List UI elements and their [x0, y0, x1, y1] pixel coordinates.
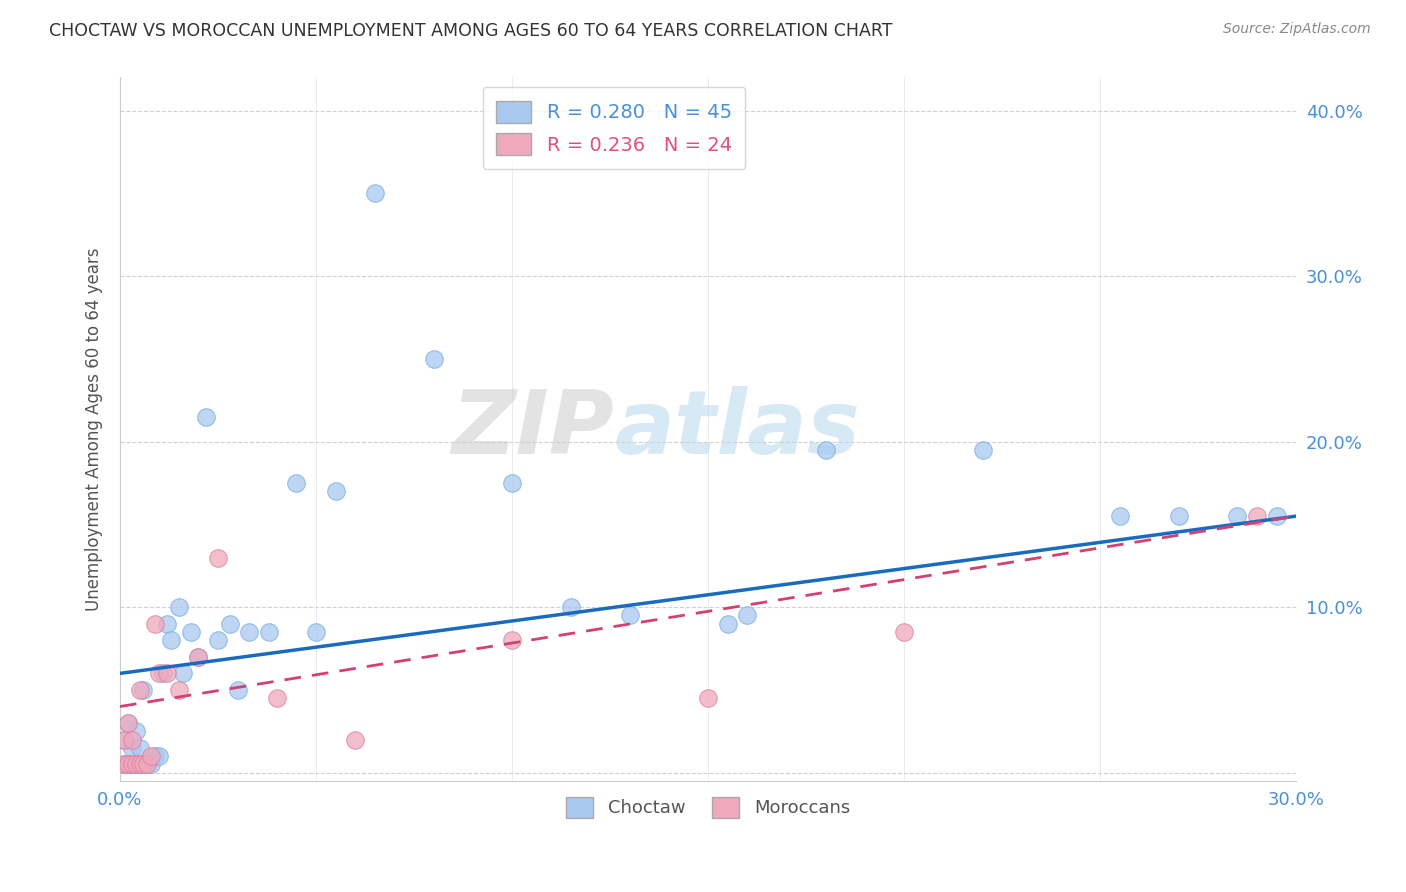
Point: [128, 757, 150, 772]
Point: [128, 682, 150, 697]
Point: [121, 732, 143, 747]
Point: [124, 724, 146, 739]
Point: [124, 757, 146, 772]
Point: [172, 666, 194, 681]
Point: [160, 633, 183, 648]
Y-axis label: Unemployment Among Ages 60 to 64 years: Unemployment Among Ages 60 to 64 years: [86, 247, 103, 611]
Point: [187, 649, 209, 664]
Point: [344, 732, 367, 747]
Point: [893, 625, 915, 640]
Point: [814, 442, 837, 457]
Point: [697, 691, 720, 706]
Point: [128, 740, 150, 755]
Legend: Choctaw, Moroccans: Choctaw, Moroccans: [560, 789, 858, 825]
Text: Source: ZipAtlas.com: Source: ZipAtlas.com: [1223, 22, 1371, 37]
Point: [1246, 509, 1268, 524]
Point: [128, 757, 150, 772]
Point: [121, 757, 143, 772]
Point: [156, 666, 179, 681]
Point: [112, 757, 135, 772]
Point: [717, 616, 740, 631]
Point: [207, 550, 229, 565]
Point: [167, 600, 190, 615]
Point: [167, 682, 190, 697]
Point: [1265, 509, 1288, 524]
Point: [121, 740, 143, 755]
Point: [1167, 509, 1189, 524]
Point: [117, 757, 139, 772]
Point: [1108, 509, 1130, 524]
Point: [112, 757, 135, 772]
Point: [156, 616, 179, 631]
Point: [619, 608, 641, 623]
Point: [132, 757, 155, 772]
Point: [112, 732, 135, 747]
Point: [132, 682, 155, 697]
Point: [141, 749, 163, 764]
Point: [422, 351, 444, 366]
Point: [226, 682, 249, 697]
Point: [501, 633, 523, 648]
Point: [143, 616, 166, 631]
Point: [187, 649, 209, 664]
Point: [117, 757, 139, 772]
Point: [305, 625, 328, 640]
Point: [285, 476, 308, 491]
Point: [143, 749, 166, 764]
Text: atlas: atlas: [614, 385, 860, 473]
Point: [218, 616, 240, 631]
Point: [180, 625, 202, 640]
Point: [124, 757, 146, 772]
Point: [136, 757, 159, 772]
Point: [560, 600, 582, 615]
Text: ZIP: ZIP: [451, 385, 614, 473]
Point: [325, 484, 347, 499]
Point: [195, 409, 218, 424]
Point: [141, 757, 163, 772]
Point: [238, 625, 260, 640]
Point: [737, 608, 759, 623]
Point: [152, 666, 174, 681]
Point: [132, 757, 155, 772]
Point: [257, 625, 280, 640]
Point: [117, 716, 139, 731]
Point: [112, 732, 135, 747]
Text: CHOCTAW VS MOROCCAN UNEMPLOYMENT AMONG AGES 60 TO 64 YEARS CORRELATION CHART: CHOCTAW VS MOROCCAN UNEMPLOYMENT AMONG A…: [49, 22, 893, 40]
Point: [501, 476, 523, 491]
Point: [364, 186, 387, 201]
Point: [207, 633, 229, 648]
Point: [266, 691, 288, 706]
Point: [136, 757, 159, 772]
Point: [972, 442, 994, 457]
Point: [117, 716, 139, 731]
Point: [121, 757, 143, 772]
Point: [148, 749, 170, 764]
Point: [1226, 509, 1249, 524]
Point: [148, 666, 170, 681]
